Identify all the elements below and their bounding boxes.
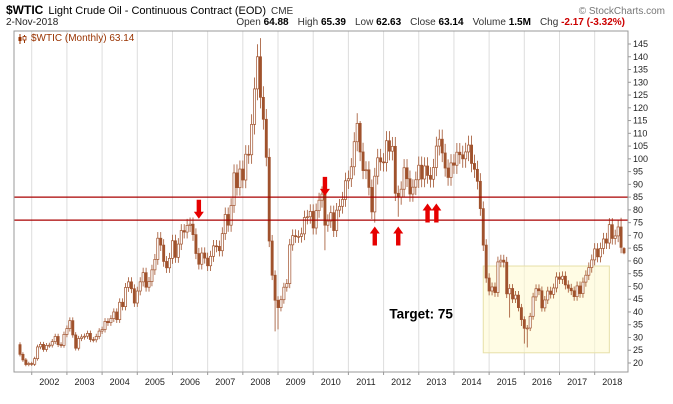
svg-text:95: 95 (633, 167, 643, 177)
svg-text:60: 60 (633, 256, 643, 266)
svg-text:2011: 2011 (356, 377, 375, 387)
series-label: $WTIC (Monthly) 63.14 (17, 33, 134, 44)
svg-text:2012: 2012 (391, 377, 411, 387)
svg-text:80: 80 (633, 205, 643, 215)
svg-text:145: 145 (633, 39, 648, 49)
svg-text:2010: 2010 (321, 377, 341, 387)
svg-text:125: 125 (633, 90, 648, 100)
svg-text:25: 25 (633, 345, 643, 355)
quote-values: Open 64.88 High 65.39 Low 62.63 Close 63… (236, 17, 625, 28)
svg-text:45: 45 (633, 294, 643, 304)
svg-text:2002: 2002 (39, 377, 59, 387)
exchange-label: CME (271, 6, 294, 17)
svg-text:2005: 2005 (145, 377, 165, 387)
svg-text:75: 75 (633, 218, 643, 228)
quote-close: Close 63.14 (410, 17, 464, 28)
svg-text:2016: 2016 (532, 377, 552, 387)
svg-text:110: 110 (633, 128, 647, 138)
svg-text:40: 40 (633, 307, 643, 317)
svg-text:2004: 2004 (110, 377, 130, 387)
svg-text:2007: 2007 (215, 377, 235, 387)
svg-text:20: 20 (633, 358, 643, 368)
svg-text:135: 135 (633, 65, 648, 75)
svg-text:2013: 2013 (426, 377, 446, 387)
svg-text:2015: 2015 (497, 377, 517, 387)
svg-text:2006: 2006 (180, 377, 200, 387)
svg-text:90: 90 (633, 179, 643, 189)
svg-text:120: 120 (633, 103, 648, 113)
chart-header: $WTIC Light Crude Oil - Continuous Contr… (6, 3, 665, 17)
svg-text:115: 115 (633, 116, 647, 126)
svg-text:50: 50 (633, 281, 643, 291)
svg-text:105: 105 (633, 141, 648, 151)
quote-high: High 65.39 (297, 17, 346, 28)
series-label-text: $WTIC (Monthly) 63.14 (31, 33, 135, 44)
svg-text:2018: 2018 (602, 377, 622, 387)
copyright: © StockCharts.com (578, 6, 665, 17)
svg-text:85: 85 (633, 192, 643, 202)
svg-text:Target: 75: Target: 75 (389, 306, 453, 321)
quote-low: Low 62.63 (355, 17, 402, 28)
svg-text:2009: 2009 (286, 377, 306, 387)
instrument-name: Light Crude Oil - Continuous Contract (E… (48, 5, 266, 17)
svg-text:70: 70 (633, 230, 643, 240)
svg-text:2003: 2003 (74, 377, 94, 387)
quote-row: 2-Nov-2018 Open 64.88 High 65.39 Low 62.… (6, 17, 665, 28)
quote-date: 2-Nov-2018 (6, 17, 59, 28)
candlestick-icon (18, 33, 27, 44)
quote-volume: Volume 1.5M (472, 17, 531, 28)
svg-text:30: 30 (633, 332, 643, 342)
svg-text:2017: 2017 (567, 377, 587, 387)
quote-open: Open 64.88 (236, 17, 289, 28)
quote-change: Chg -2.17 (-3.32%) (539, 17, 625, 28)
svg-text:65: 65 (633, 243, 643, 253)
svg-text:130: 130 (633, 77, 648, 87)
svg-text:140: 140 (633, 52, 648, 62)
svg-text:2014: 2014 (462, 377, 482, 387)
svg-text:100: 100 (633, 154, 648, 164)
symbol: $WTIC (6, 3, 44, 17)
svg-text:2008: 2008 (250, 377, 270, 387)
svg-text:55: 55 (633, 269, 643, 279)
svg-text:35: 35 (633, 320, 643, 330)
